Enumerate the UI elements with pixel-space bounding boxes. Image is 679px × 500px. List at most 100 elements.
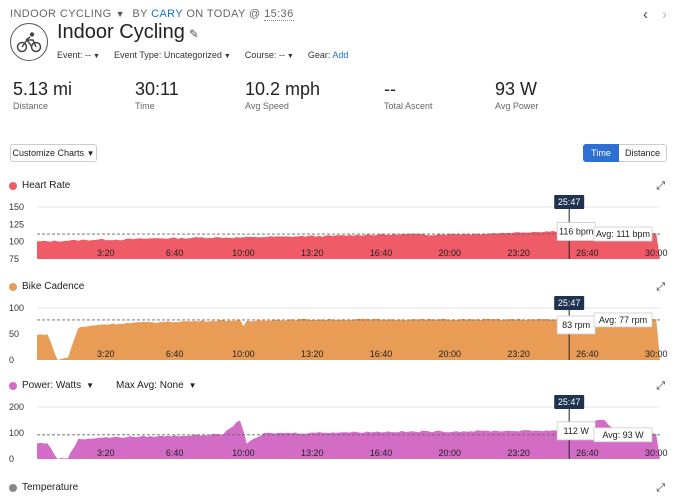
x-tick-label: 20:00: [439, 349, 462, 359]
course-select[interactable]: Course: -- ▼: [244, 50, 294, 60]
cursor-time-badge: [554, 395, 585, 409]
max-avg-select[interactable]: Max Avg: None ▼: [116, 380, 197, 391]
heart-rate-chart: 150 125 100 75 3:20 6:40 10:00 13:20 16:40 20:00 2…: [9, 195, 667, 264]
chart-header-temperature: Temperature: [9, 482, 78, 493]
y-tick-label: 150: [9, 202, 24, 212]
x-tick-label: 3:20: [97, 448, 115, 458]
x-tick-label: 26:40: [576, 448, 599, 458]
x-tick-label: 16:40: [370, 448, 393, 458]
caret-down-icon: ▼: [188, 381, 197, 390]
activity-title-text: Indoor Cycling: [57, 21, 185, 43]
series-dot: [9, 483, 17, 492]
activity-type-label[interactable]: INDOOR CYCLING: [10, 8, 112, 20]
x-tick-label: 30:00: [645, 448, 668, 458]
cursor-value-text: 116 bpm: [559, 227, 593, 237]
chevron-right-icon[interactable]: ›: [662, 6, 667, 23]
average-label-text: Avg: 93 W: [602, 430, 644, 440]
series-dot: [9, 181, 17, 190]
gear-add-link[interactable]: Add: [332, 50, 349, 60]
cursor-value-text: 83 rpm: [562, 320, 590, 330]
time-toggle-button[interactable]: Time: [583, 144, 619, 162]
average-label-box: [593, 312, 653, 328]
stat-label: Total Ascent: [384, 101, 433, 111]
pencil-icon[interactable]: ✎: [188, 27, 199, 41]
x-axis-toggle: Time Distance: [583, 144, 667, 162]
x-tick-label: 13:20: [301, 349, 324, 359]
expand-icon[interactable]: ⤢: [656, 281, 665, 293]
chart-header-power: Power: Watts ▼ Max Avg: None ▼: [9, 380, 197, 391]
x-tick-label: 6:40: [166, 349, 184, 359]
x-tick-label: 6:40: [166, 248, 184, 258]
cursor-time-text: 25:47: [558, 197, 581, 207]
average-label-box: [593, 226, 653, 242]
stat-value: --: [384, 79, 396, 99]
expand-icon[interactable]: ⤢: [656, 180, 665, 192]
x-tick-label: 23:20: [507, 349, 530, 359]
y-tick-label: 0: [9, 355, 14, 365]
caret-down-icon: ▼: [93, 53, 100, 60]
y-tick-label: 100: [9, 237, 24, 247]
cursor-value-text: 112 W: [564, 426, 590, 436]
stat-time: 30:11 Time: [135, 79, 179, 111]
x-tick-label: 10:00: [232, 248, 255, 258]
by-label: BY: [132, 8, 148, 20]
x-tick-label: 16:40: [370, 248, 393, 258]
chevron-left-icon[interactable]: ‹: [643, 6, 648, 23]
caret-down-icon: ▼: [86, 148, 95, 158]
event-select[interactable]: Event: -- ▼: [57, 50, 100, 60]
y-tick-label: 50: [9, 329, 19, 339]
series-dot: [9, 282, 17, 291]
stat-avg-speed: 10.2 mph Avg Speed: [245, 79, 320, 111]
caret-down-icon: ▼: [286, 53, 294, 60]
expand-icon[interactable]: ⤢: [656, 380, 665, 392]
x-tick-label: 13:20: [301, 248, 324, 258]
average-label-text: Avg: 77 rpm: [599, 315, 647, 325]
x-tick-label: 23:20: [507, 448, 530, 458]
y-tick-label: 0: [9, 454, 14, 464]
gear-field: Gear: Add: [307, 50, 349, 60]
activity-title: Indoor Cycling ✎: [57, 21, 199, 44]
activity-meta: Event: -- ▼ Event Type: Uncategorized ▼ Co…: [57, 50, 348, 60]
power-metric-select[interactable]: Power: Watts ▼: [22, 380, 95, 391]
x-tick-label: 10:00: [232, 349, 255, 359]
stat-value: 30:11: [135, 79, 179, 99]
distance-toggle-button[interactable]: Distance: [619, 144, 667, 162]
y-tick-label: 125: [9, 219, 24, 229]
chart-header-bike-cadence: Bike Cadence: [9, 281, 84, 292]
y-tick-label: 200: [9, 402, 24, 412]
x-tick-label: 20:00: [439, 248, 462, 258]
x-tick-label: 30:00: [645, 349, 668, 359]
customize-charts-button[interactable]: Customize Charts ▼: [10, 144, 97, 162]
stat-label: Distance: [13, 101, 49, 111]
indoor-cycling-icon: [10, 23, 48, 61]
x-tick-label: 6:40: [166, 448, 184, 458]
caret-down-icon: ▼: [223, 53, 231, 60]
author-link[interactable]: CARY: [151, 8, 183, 20]
chart-title: Heart Rate: [22, 180, 71, 191]
activity-nav: ‹ ›: [643, 6, 667, 23]
stat-value: 93 W: [495, 79, 538, 99]
power-chart: 200 100 0 3:20 6:40 10:00 13:20 16:40 20:00 23:20…: [9, 395, 668, 464]
x-tick-label: 3:20: [97, 248, 115, 258]
stat-total-ascent: -- Total Ascent: [384, 79, 433, 111]
stat-label: Time: [135, 101, 155, 111]
y-tick-label: 75: [9, 254, 19, 264]
bike-cadence-chart: 100 50 0 3:20 6:40 10:00 13:20 16:40 20:00 23:20 2…: [9, 296, 668, 365]
series-area: [37, 419, 660, 459]
series-dot: [9, 381, 17, 390]
chart-header-heart-rate: Heart Rate: [9, 180, 70, 191]
expand-icon[interactable]: ⤢: [656, 482, 665, 494]
x-tick-label: 13:20: [301, 448, 324, 458]
event-type-select[interactable]: Event Type: Uncategorized ▼: [113, 50, 231, 60]
stat-value: 5.13 mi: [13, 79, 73, 99]
x-tick-label: 3:20: [97, 349, 115, 359]
average-label-text: Avg: 111 bpm: [596, 229, 650, 239]
x-tick-label: 26:40: [576, 248, 599, 258]
y-tick-label: 100: [9, 303, 24, 313]
stat-avg-power: 93 W Avg Power: [495, 79, 538, 111]
on-label: ON TODAY @: [186, 8, 261, 20]
caret-down-icon[interactable]: ▼: [115, 9, 125, 19]
cursor-time-text: 25:47: [558, 298, 581, 308]
breadcrumb: INDOOR CYCLING ▼ BY CARY ON TODAY @ 15:36: [10, 8, 294, 21]
series-area: [37, 227, 660, 259]
